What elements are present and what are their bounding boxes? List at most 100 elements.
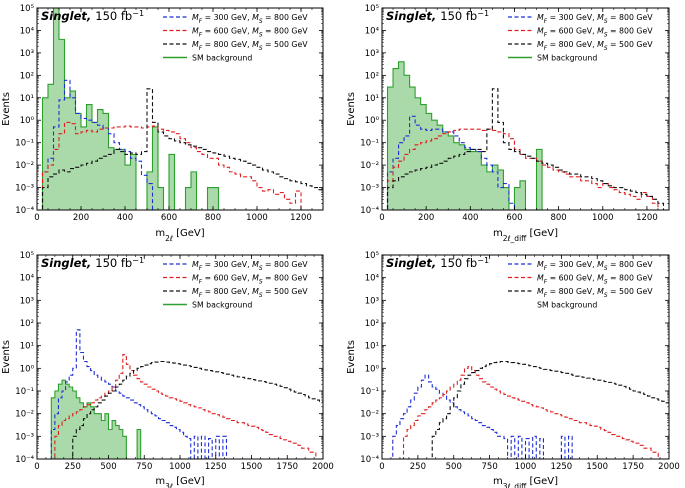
y-tick-label: 10¹	[365, 342, 379, 352]
chart-title: Singlet, 150 fb−1	[41, 9, 144, 24]
x-tick-label: 500	[446, 462, 462, 472]
y-tick-label: 10²	[365, 71, 379, 81]
y-tick-label: 10²	[365, 319, 379, 329]
y-tick-label: 10⁵	[20, 4, 34, 14]
y-tick-label: 10⁵	[365, 4, 379, 14]
x-tick-label: 0	[379, 462, 384, 472]
y-tick-label: 10⁻⁴	[15, 455, 34, 465]
legend-label: MF = 300 GeV, MS = 800 GeV	[537, 260, 653, 272]
x-tick-label: 1000	[515, 462, 537, 472]
series-sm-background-fill	[37, 8, 224, 210]
plot-area	[382, 61, 669, 210]
x-tick-label: 1500	[586, 462, 608, 472]
legend: MF = 300 GeV, MS = 800 GeV MF = 600 GeV, …	[163, 260, 308, 310]
series-line-2	[37, 121, 323, 210]
y-tick-label: 10²	[20, 319, 34, 329]
x-tick-label: 500	[100, 462, 116, 472]
series-line-1	[382, 374, 576, 459]
series-line-3	[37, 88, 323, 210]
x-tick-label: 200	[418, 213, 434, 223]
y-tick-label: 10⁻²	[360, 410, 379, 420]
y-tick-label: 10⁻¹	[15, 387, 34, 397]
x-tick-label: 800	[550, 213, 566, 223]
x-tick-label: 2000	[312, 462, 334, 472]
x-tick-label: 0	[34, 213, 39, 223]
legend: MF = 300 GeV, MS = 800 GeV MF = 600 GeV, …	[508, 260, 653, 310]
y-tick-label: 10⁻¹	[15, 139, 34, 149]
y-tick-label: 10²	[20, 71, 34, 81]
x-tick-label: 250	[65, 462, 81, 472]
series-line-3	[382, 88, 669, 210]
x-tick-label: 1000	[592, 213, 614, 223]
series-line-3	[37, 360, 323, 459]
x-tick-label: 1200	[290, 213, 312, 223]
x-tick-label: 1000	[169, 462, 191, 472]
legend-label: MF = 800 GeV, MS = 500 GeV	[192, 40, 308, 52]
x-tick-label: 750	[482, 462, 498, 472]
legend-label: SM background	[537, 301, 597, 310]
x-axis-label: m2ℓ [GeV]	[155, 228, 204, 243]
x-tick-label: 400	[462, 213, 478, 223]
y-tick-label: 10⁵	[20, 251, 34, 261]
y-tick-label: 10¹	[20, 94, 34, 104]
x-tick-label: 1250	[205, 462, 227, 472]
x-tick-label: 1250	[551, 462, 573, 472]
x-tick-label: 400	[117, 213, 133, 223]
y-tick-label: 10⁻⁴	[360, 455, 379, 465]
x-tick-label: 1200	[636, 213, 658, 223]
y-tick-label: 10¹	[20, 342, 34, 352]
y-tick-label: 10⁻²	[15, 161, 34, 171]
x-tick-label: 1750	[622, 462, 644, 472]
y-tick-label: 10⁰	[365, 116, 380, 126]
chart-title: Singlet, 150 fb−1	[386, 9, 489, 24]
y-tick-label: 10⁰	[365, 364, 380, 374]
legend-label: MF = 600 GeV, MS = 800 GeV	[192, 27, 308, 39]
x-tick-label: 1000	[246, 213, 268, 223]
y-tick-label: 10⁻³	[360, 432, 379, 442]
y-tick-label: 10³	[20, 49, 34, 59]
x-tick-label: 2000	[658, 462, 680, 472]
y-tick-label: 10⁴	[20, 26, 35, 36]
y-tick-label: 10⁴	[20, 274, 35, 284]
chart-panel-1: 0 200 400 600 800 1000 1200 10⁻⁴ 10⁻³ 10⁻² 10⁻¹ 10⁰…	[1, 4, 324, 243]
legend-label: MF = 800 GeV, MS = 500 GeV	[537, 40, 653, 52]
chart-panel-3: 0 250 500 750 1000 1250 1500 1750 2000 10⁻⁴ 10⁻³ 10…	[1, 251, 334, 488]
series-line-2	[382, 365, 669, 459]
plot-area	[37, 8, 323, 210]
x-tick-label: 600	[506, 213, 522, 223]
y-tick-label: 10⁴	[365, 26, 380, 36]
y-tick-label: 10⁻³	[360, 184, 379, 194]
legend-label: MF = 600 GeV, MS = 800 GeV	[537, 27, 653, 39]
y-tick-label: 10⁰	[20, 364, 35, 374]
legend-label: SM background	[537, 54, 597, 63]
chart-title: Singlet, 150 fb−1	[386, 256, 489, 271]
chart-panel-2: 0 200 400 600 800 1000 1200 10⁻⁴ 10⁻³ 10⁻² 10⁻¹ 10⁰…	[346, 4, 670, 243]
x-axis-label: m3ℓ [GeV]	[155, 476, 204, 488]
y-tick-label: 10³	[20, 296, 34, 306]
x-tick-label: 1750	[276, 462, 298, 472]
y-tick-label: 10⁻²	[15, 410, 34, 420]
legend-label: MF = 300 GeV, MS = 800 GeV	[192, 13, 308, 25]
series-sm-background-fill	[37, 380, 145, 459]
series-line-2	[382, 128, 669, 210]
plot-area	[382, 360, 669, 459]
y-tick-label: 10⁻²	[360, 161, 379, 171]
legend-label: MF = 800 GeV, MS = 500 GeV	[192, 287, 308, 299]
x-tick-label: 0	[34, 462, 39, 472]
x-tick-label: 250	[410, 462, 426, 472]
y-axis-label: Events	[346, 340, 357, 374]
series-sm-background-fill	[382, 61, 548, 210]
legend: MF = 300 GeV, MS = 800 GeV MF = 600 GeV, …	[163, 13, 308, 63]
series-line-1	[37, 329, 231, 459]
legend-label: MF = 300 GeV, MS = 800 GeV	[537, 13, 653, 25]
y-tick-label: 10⁻³	[15, 432, 34, 442]
legend-label: SM background	[192, 54, 252, 63]
y-axis-label: Events	[346, 92, 357, 126]
y-tick-label: 10⁵	[365, 251, 379, 261]
y-axis-label: Events	[1, 340, 12, 374]
y-tick-label: 10³	[365, 296, 379, 306]
series-line-1	[37, 79, 158, 210]
legend: MF = 300 GeV, MS = 800 GeV MF = 600 GeV, …	[508, 13, 653, 63]
plot-area	[37, 329, 323, 459]
